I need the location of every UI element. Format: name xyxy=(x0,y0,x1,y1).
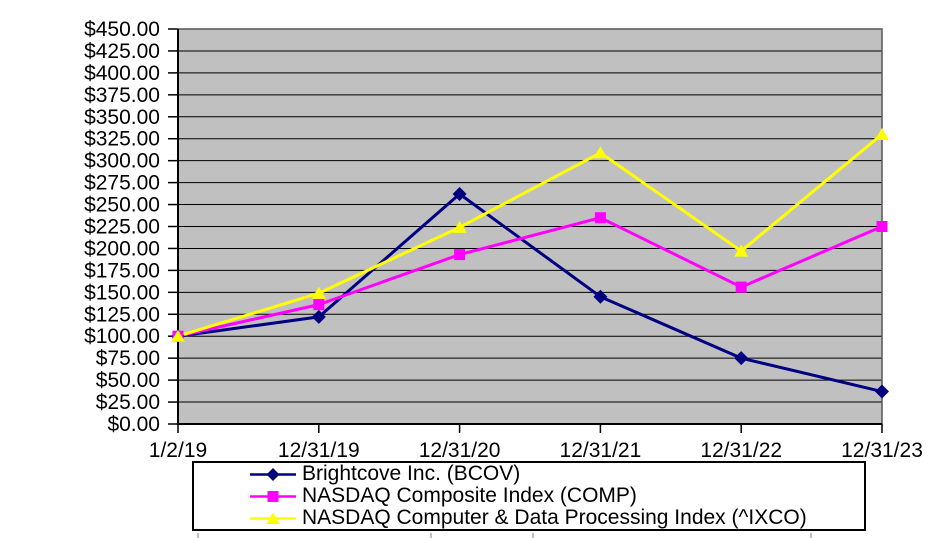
legend-marker-triangle-icon xyxy=(250,512,296,524)
y-tick-label: $375.00 xyxy=(84,84,160,107)
legend-marker-square-icon xyxy=(250,490,296,502)
y-tick-label: $25.00 xyxy=(96,391,160,414)
y-tick-label: $250.00 xyxy=(84,194,160,217)
y-tick-label: $50.00 xyxy=(96,369,160,392)
y-tick-label: $200.00 xyxy=(84,237,160,260)
x-tick-label: 12/31/22 xyxy=(700,439,782,462)
triangle-marker xyxy=(734,244,749,257)
y-tick-label: $175.00 xyxy=(84,259,160,282)
y-tick-label: $150.00 xyxy=(84,281,160,304)
legend-item-comp: NASDAQ Composite Index (COMP) xyxy=(194,485,864,507)
series-line xyxy=(177,216,883,338)
y-tick-label: $325.00 xyxy=(84,128,160,151)
legend-marker-diamond-icon xyxy=(250,467,296,481)
square-marker xyxy=(454,249,466,261)
legend-label-ixco: NASDAQ Computer & Data Processing Index … xyxy=(302,506,807,529)
y-tick-label: $0.00 xyxy=(107,413,160,436)
y-tick-label: $125.00 xyxy=(84,303,160,326)
square-marker xyxy=(876,221,888,232)
diamond-marker xyxy=(734,351,749,366)
diamond-marker xyxy=(311,309,326,324)
x-tick-label: 1/2/19 xyxy=(149,439,207,462)
chart-legend: Brightcove Inc. (BCOV) NASDAQ Composite … xyxy=(192,461,866,531)
legend-label-comp: NASDAQ Composite Index (COMP) xyxy=(302,484,637,507)
diamond-icon xyxy=(266,467,280,481)
triangle-marker xyxy=(311,286,326,299)
y-tick-label: $275.00 xyxy=(84,172,160,195)
triangle-marker xyxy=(452,220,467,233)
x-tick-label: 12/31/20 xyxy=(419,439,501,462)
y-tick-label: $400.00 xyxy=(84,62,160,85)
diamond-marker xyxy=(452,187,467,202)
triangle-marker xyxy=(593,146,608,159)
x-tick-label: 12/31/23 xyxy=(841,439,923,462)
y-tick-label: $300.00 xyxy=(84,150,160,173)
triangle-marker xyxy=(875,127,889,140)
triangle-icon xyxy=(266,512,280,524)
x-tick-label: 12/31/21 xyxy=(560,439,642,462)
square-marker xyxy=(594,212,606,224)
y-tick-label: $450.00 xyxy=(84,18,160,41)
y-tick-label: $225.00 xyxy=(84,216,160,239)
y-tick-label: $350.00 xyxy=(84,106,160,129)
x-tick-label: 12/31/19 xyxy=(278,439,360,462)
triangle-marker xyxy=(171,329,185,342)
legend-item-bcov: Brightcove Inc. (BCOV) xyxy=(194,463,864,485)
series-line xyxy=(177,192,883,393)
diamond-marker xyxy=(875,384,889,399)
square-marker xyxy=(735,281,747,293)
y-tick-label: $100.00 xyxy=(84,325,160,348)
legend-label-bcov: Brightcove Inc. (BCOV) xyxy=(302,462,521,485)
diamond-marker xyxy=(593,289,608,304)
square-icon xyxy=(267,490,279,502)
y-tick-label: $75.00 xyxy=(96,347,160,370)
y-tick-label: $425.00 xyxy=(84,40,160,63)
legend-item-ixco: NASDAQ Computer & Data Processing Index … xyxy=(194,507,864,529)
square-marker xyxy=(313,299,325,311)
series-line xyxy=(177,133,883,338)
